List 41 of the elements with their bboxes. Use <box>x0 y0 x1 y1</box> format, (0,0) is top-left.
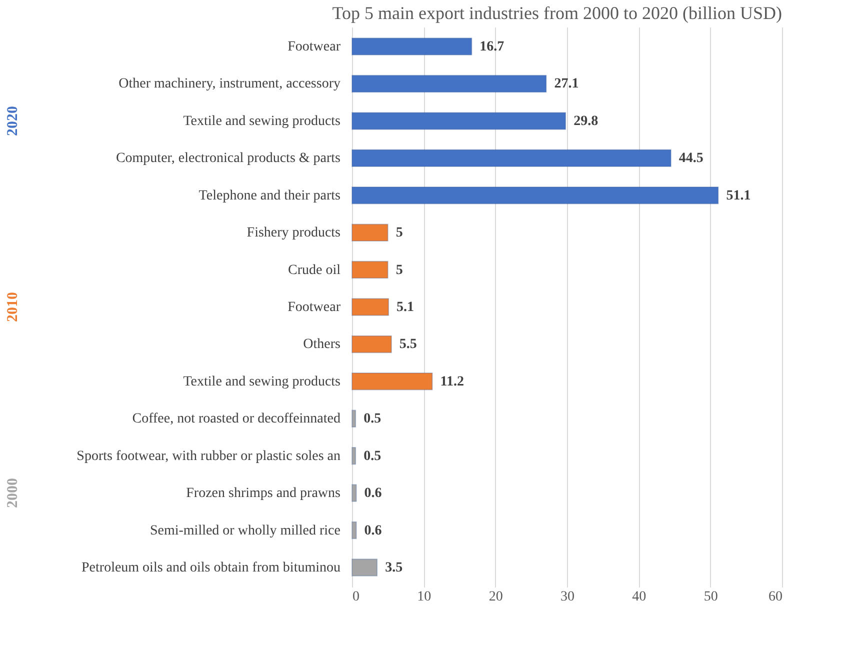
y-tick-label: Footwear <box>288 40 341 55</box>
data-label: 29.8 <box>574 114 598 129</box>
data-label: 5 <box>396 262 403 278</box>
y-tick-label: Computer, electronical products & parts <box>116 151 340 166</box>
data-label: 0.5 <box>364 448 382 464</box>
data-label: 44.5 <box>678 151 704 166</box>
data-label: 0.6 <box>364 486 382 502</box>
data-label: 0.5 <box>364 412 382 427</box>
y-tick-label: Textile and sewing products <box>183 374 340 390</box>
data-label: 3.5 <box>385 560 403 576</box>
y-tick-label: Telephone and their parts <box>198 188 340 204</box>
data-label: 5.1 <box>396 300 414 315</box>
text: 2010 <box>5 292 21 322</box>
text: 2020 <box>5 106 21 136</box>
y-tick-label: Fishery products <box>246 226 340 241</box>
y-tick-label: Other machinery, instrument, accessory <box>118 76 340 92</box>
y-tick-label: Others <box>303 337 340 352</box>
y-tick-label: Semi-milled or wholly milled rice <box>150 523 340 538</box>
y-tick-label: Sports footwear, with rubber or plastic soles an <box>76 448 340 464</box>
x-tick-label: 0 <box>352 590 360 604</box>
x-tick-label: 60 <box>768 590 782 604</box>
data-label: 11.2 <box>440 374 464 390</box>
x-tick-label: 30 <box>560 590 574 604</box>
x-tick-label: 10 <box>417 590 432 604</box>
y-tick-label: Footwear <box>288 300 341 315</box>
chart-title: Top 5 main export industries from 2000 to 2020 (billion USD) <box>332 3 782 23</box>
y-tick-label: Textile and sewing products <box>183 114 340 129</box>
x-tick-label: 20 <box>488 590 503 604</box>
data-label: 16.7 <box>480 40 504 55</box>
y-tick-label: Petroleum oils and oils obtain from bituminou <box>82 560 340 576</box>
text: 2000 <box>5 478 21 508</box>
x-tick-label: 50 <box>704 590 718 604</box>
x-tick-label: 40 <box>632 590 646 604</box>
data-label: 27.1 <box>554 76 579 92</box>
y-tick-label: Crude oil <box>288 262 341 278</box>
y-tick-label: Frozen shrimps and prawns <box>186 486 340 502</box>
data-label: 5 <box>396 226 403 241</box>
data-label: 51.1 <box>726 188 751 204</box>
y-tick-label: Coffee, not roasted or decoffeinnated <box>132 412 340 427</box>
data-label: 0.6 <box>364 523 382 538</box>
data-label: 5.5 <box>399 337 417 352</box>
